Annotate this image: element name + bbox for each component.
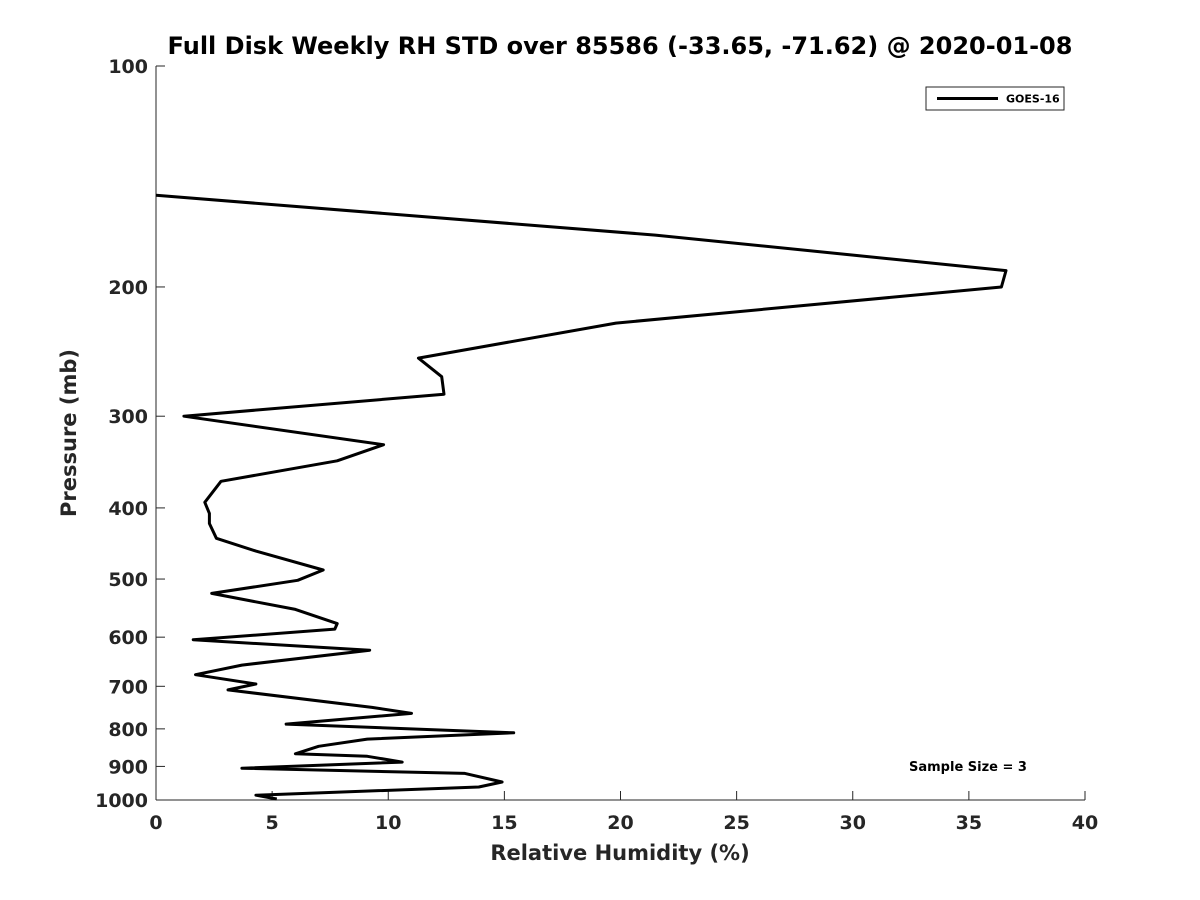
y-tick-label: 600 <box>108 627 148 649</box>
y-tick-label: 200 <box>108 277 148 299</box>
x-tick-label: 40 <box>1072 812 1098 834</box>
y-tick-label: 1000 <box>95 790 148 812</box>
x-tick-label: 10 <box>375 812 401 834</box>
y-tick-label: 900 <box>108 756 148 778</box>
x-tick-label: 0 <box>149 812 162 834</box>
y-axis-label: Pressure (mb) <box>57 349 81 517</box>
chart-title: Full Disk Weekly RH STD over 85586 (-33.… <box>168 32 1073 60</box>
y-tick-label: 800 <box>108 719 148 741</box>
legend-label-goes-16: GOES-16 <box>1006 93 1060 106</box>
y-tick-label: 300 <box>108 406 148 428</box>
x-axis-label: Relative Humidity (%) <box>490 841 749 865</box>
x-tick-label: 20 <box>607 812 633 834</box>
x-axis-ticks: 0 5 10 15 20 25 30 35 40 <box>149 791 1098 834</box>
series-line-goes-16 <box>155 193 1008 801</box>
legend: GOES-16 <box>925 86 1065 111</box>
y-tick-label: 100 <box>108 56 148 78</box>
y-tick-label: 500 <box>108 569 148 591</box>
x-tick-label: 30 <box>840 812 866 834</box>
sample-size-annotation: Sample Size = 3 <box>909 760 1027 775</box>
x-tick-label: 35 <box>956 812 982 834</box>
y-tick-label: 700 <box>108 676 148 698</box>
plot-area: 0 5 10 15 20 25 30 35 40 100 200 300 400 500 600 700 80… <box>95 56 1098 834</box>
y-axis-ticks: 100 200 300 400 500 600 700 800 900 1000 <box>95 56 165 812</box>
x-tick-label: 15 <box>491 812 517 834</box>
x-tick-label: 5 <box>266 812 279 834</box>
x-tick-label: 25 <box>723 812 749 834</box>
y-tick-label: 400 <box>108 498 148 520</box>
